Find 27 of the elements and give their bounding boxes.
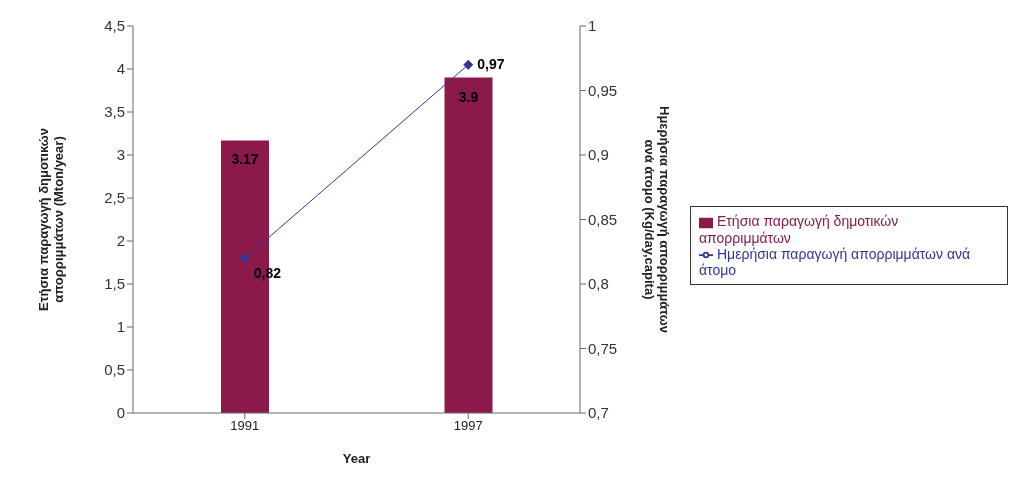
data-label: 3.9 [458, 88, 479, 105]
y2-axis-title: Ημερήσια παραγωγή απορριμμάτων ανά άτομο (Kg/day,capita) [642, 106, 672, 333]
y-tick-label: 3 [116, 146, 125, 164]
y-tick-label: 0,5 [104, 361, 125, 379]
y2-tick-label: 0,75 [588, 339, 618, 357]
x-tick-label: 1991 [230, 418, 260, 434]
legend-label: Ετήσια παραγωγή δημοτικών απορριμμάτων [699, 213, 899, 246]
y-tick-label: 1 [116, 318, 125, 336]
y-tick-label: 2 [116, 232, 125, 250]
y-tick-label: 4,5 [104, 17, 125, 35]
y-axis-title: Ετήσια παραγωγή δημοτικών απορριμμάτων (Mton/year) [36, 128, 66, 311]
data-label: 0,97 [477, 55, 505, 72]
x-axis-title: Year [342, 451, 371, 466]
x-tick-label: 1997 [453, 418, 483, 434]
y2-tick-label: 0,85 [588, 210, 618, 228]
y2-tick-label: 0,9 [588, 146, 609, 164]
y-tick-label: 2,5 [104, 189, 125, 207]
y2-tick-label: 0,7 [588, 404, 609, 422]
y2-tick-label: 0,95 [588, 81, 618, 99]
y-tick-label: 1,5 [104, 275, 125, 293]
legend-label: Ημερήσια παραγωγή απορριμμάτων ανά άτομο [699, 245, 971, 278]
y2-tick-label: 0,8 [588, 275, 609, 293]
y-tick-label: 3,5 [104, 103, 125, 121]
y-tick-label: 4 [116, 60, 125, 78]
data-label: 3.17 [231, 151, 259, 168]
y2-tick-label: 1 [588, 17, 597, 35]
y-tick-label: 0 [116, 404, 125, 422]
